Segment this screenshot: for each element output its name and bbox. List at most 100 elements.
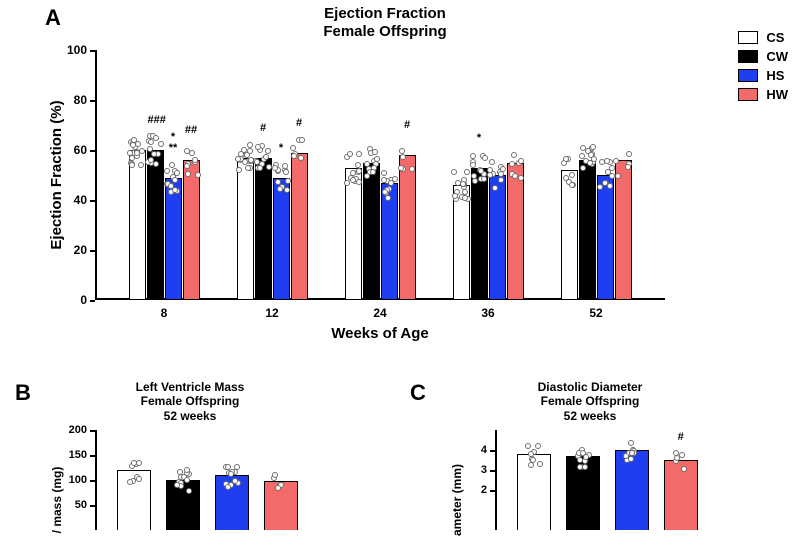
legend-label: CS — [766, 30, 784, 45]
y-tick-label: 0 — [80, 293, 95, 307]
data-point — [498, 177, 504, 183]
data-point — [291, 153, 297, 159]
bar-group: ###***## — [129, 150, 200, 300]
data-point — [478, 168, 484, 174]
panel-b-title-l1: Left Ventricle Mass — [60, 380, 320, 394]
bar-hs — [489, 175, 506, 300]
data-point — [186, 488, 192, 494]
data-point — [462, 195, 468, 201]
bar-cs — [561, 170, 578, 300]
data-point — [498, 171, 504, 177]
data-point — [284, 187, 290, 193]
data-point — [131, 460, 137, 466]
data-point — [563, 156, 569, 162]
significance-marker: # — [292, 118, 307, 154]
legend-item: HS — [738, 68, 788, 83]
data-point — [451, 169, 457, 175]
data-point — [537, 461, 543, 467]
legend-label: HW — [766, 87, 788, 102]
data-point — [487, 167, 493, 173]
significance-marker: * — [472, 133, 487, 169]
bar-cw: ### — [147, 150, 164, 300]
bar-hs — [381, 183, 398, 301]
x-tick-label: 8 — [161, 300, 168, 320]
data-point — [535, 443, 541, 449]
data-point — [134, 150, 140, 156]
data-point — [234, 464, 240, 470]
significance-marker: *** — [166, 132, 181, 179]
data-point — [266, 164, 272, 170]
legend-item: CW — [738, 49, 788, 64]
bar-hs: *** — [165, 178, 182, 301]
data-point — [604, 158, 610, 164]
bar-hw: # — [399, 155, 416, 300]
data-point — [460, 181, 466, 187]
bars-container — [95, 430, 320, 530]
bars-container: ###***###*##* — [95, 50, 665, 300]
data-point — [153, 161, 159, 167]
data-point — [185, 171, 191, 177]
y-tick-label: 20 — [74, 243, 95, 257]
data-point — [528, 451, 534, 457]
data-point — [385, 195, 391, 201]
x-tick-label: 36 — [481, 300, 494, 320]
x-tick-label: 12 — [265, 300, 278, 320]
data-point — [235, 156, 241, 162]
panel-b-title: Left Ventricle Mass Female Offspring 52 … — [60, 380, 320, 423]
panel-b-label: B — [15, 380, 31, 406]
y-tick-label: 100 — [69, 474, 95, 486]
bar-hs — [597, 175, 614, 300]
data-point — [356, 168, 362, 174]
y-tick-label: 40 — [74, 193, 95, 207]
panel-c-ylabel: ameter (mm) — [450, 464, 464, 536]
data-point — [350, 170, 356, 176]
data-point — [131, 137, 137, 143]
significance-marker: ### — [148, 115, 163, 151]
data-point — [245, 165, 251, 171]
data-point — [382, 189, 388, 195]
y-tick-label: 4 — [481, 444, 495, 456]
data-point — [195, 172, 201, 178]
data-point — [569, 172, 575, 178]
data-point — [174, 482, 180, 488]
bar-hw: # — [664, 460, 698, 530]
data-point — [580, 165, 586, 171]
data-point — [626, 151, 632, 157]
data-point — [381, 177, 387, 183]
data-point — [615, 173, 621, 179]
significance-marker: # — [256, 123, 271, 159]
panel-b-title-l2: Female Offspring — [60, 394, 320, 408]
bar-cs — [117, 470, 151, 530]
bar-hs — [615, 450, 649, 530]
bar-group: * — [453, 163, 524, 301]
data-point — [127, 150, 133, 156]
data-point — [579, 153, 585, 159]
data-point — [127, 479, 133, 485]
data-point — [628, 440, 634, 446]
bar-cw — [566, 456, 600, 530]
x-tick-label: 24 — [373, 300, 386, 320]
panel-c-title: Diastolic Diameter Female Offspring 52 w… — [460, 380, 720, 423]
data-point — [177, 469, 183, 475]
legend-item: HW — [738, 87, 788, 102]
y-tick-label: 100 — [67, 43, 95, 57]
bar-hw — [615, 160, 632, 300]
significance-marker: # — [665, 432, 697, 461]
y-tick-label: 3 — [481, 464, 495, 476]
panel-c-label: C — [410, 380, 426, 406]
panel-a-title-line2: Female Offspring — [90, 23, 680, 41]
data-point — [236, 167, 242, 173]
panel-c-title-l1: Diastolic Diameter — [460, 380, 720, 394]
data-point — [129, 162, 135, 168]
panel-c-title-l2: Female Offspring — [460, 394, 720, 408]
data-point — [356, 151, 362, 157]
data-point — [452, 193, 458, 199]
panel-b-title-l3: 52 weeks — [60, 409, 320, 423]
x-tick-label: 52 — [589, 300, 602, 320]
data-point — [277, 186, 283, 192]
y-tick-label: 200 — [69, 424, 95, 436]
panel-a-title: Ejection Fraction Female Offspring — [90, 5, 680, 41]
y-tick-label: 80 — [74, 93, 95, 107]
bar-hs — [215, 475, 249, 530]
data-point — [518, 175, 524, 181]
